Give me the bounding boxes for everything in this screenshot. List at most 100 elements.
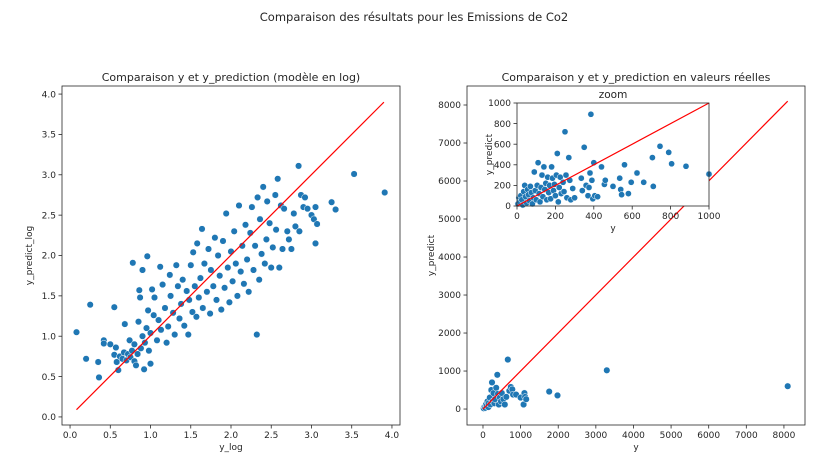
data-point	[241, 221, 250, 229]
data-point	[121, 320, 129, 328]
data-point	[649, 183, 657, 190]
x-tick-label: 5000	[660, 431, 683, 441]
data-point	[530, 168, 538, 176]
data-point	[586, 169, 594, 177]
y-tick-label: 2000	[438, 329, 461, 339]
data-point	[221, 284, 229, 292]
data-point	[283, 227, 291, 235]
data-point	[274, 175, 282, 183]
data-point	[534, 159, 542, 167]
y-tick-label: 0	[505, 202, 511, 212]
data-point	[258, 250, 266, 258]
y-axis-label: y_predict_log	[25, 226, 35, 286]
data-point	[214, 251, 222, 260]
data-point	[261, 260, 269, 268]
data-point	[143, 252, 151, 260]
y-tick-label: 8000	[438, 101, 461, 111]
data-point	[303, 205, 312, 213]
data-point	[114, 366, 122, 374]
data-point	[328, 198, 336, 206]
data-point	[588, 176, 596, 184]
data-point	[562, 171, 570, 179]
data-point	[245, 288, 253, 296]
data-point	[548, 163, 555, 171]
data-point	[198, 225, 206, 233]
data-point	[229, 277, 237, 285]
data-point	[212, 296, 221, 304]
suptitle: Comparaison des résultats pour les Emiss…	[260, 10, 568, 24]
y-axis-label: y_predict	[427, 234, 437, 276]
axes-title: zoom	[599, 89, 628, 101]
data-point	[243, 255, 251, 264]
data-point	[381, 188, 389, 197]
data-point	[163, 339, 171, 347]
data-point	[225, 298, 233, 306]
x-tick-label: 4000	[622, 431, 645, 441]
data-point	[167, 292, 175, 300]
data-point	[547, 195, 554, 203]
data-point	[189, 248, 197, 256]
data-point	[295, 162, 303, 170]
data-point	[191, 282, 199, 290]
data-point	[106, 340, 114, 348]
x-tick-label: 6000	[697, 431, 720, 441]
data-point	[256, 215, 264, 223]
data-point	[248, 203, 256, 211]
data-point	[556, 173, 564, 181]
data-point	[136, 293, 144, 302]
data-point	[538, 171, 546, 179]
data-point	[290, 209, 298, 218]
y-tick-label: 2.0	[42, 252, 57, 262]
data-point	[192, 313, 200, 321]
y-tick-label: 3000	[438, 291, 461, 301]
data-point	[157, 326, 165, 334]
data-point	[135, 286, 143, 294]
y-tick-label: 4000	[438, 253, 461, 263]
data-point	[195, 293, 203, 302]
x-tick-label: 800	[662, 212, 679, 222]
y-tick-label: 600	[494, 140, 511, 150]
data-point	[153, 336, 161, 344]
data-point	[175, 314, 184, 323]
data-point	[134, 350, 142, 358]
y-tick-label: 1.5	[42, 292, 56, 302]
x-tick-label: 3000	[584, 431, 607, 441]
data-point	[150, 293, 159, 302]
identity-line	[516, 102, 710, 207]
data-point	[625, 190, 632, 197]
data-point	[603, 366, 611, 374]
data-point	[784, 382, 792, 390]
data-point	[262, 235, 270, 243]
data-point	[86, 301, 94, 309]
zoom-inset-axes: 0 200 400 600 800 1000 0 200 400 600 800 1000 zoom y y…	[485, 89, 721, 234]
axes-title: Comparaison y et y_prediction en valeurs…	[502, 71, 771, 84]
y-tick-label: 800	[494, 120, 511, 130]
data-point	[285, 235, 293, 243]
data-point	[95, 373, 103, 381]
data-point	[148, 285, 156, 293]
x-tick-label: 2.5	[264, 431, 278, 441]
data-point	[251, 242, 259, 250]
data-point	[271, 191, 279, 199]
data-point	[488, 378, 496, 386]
data-point	[553, 150, 561, 157]
y-tick-label: 0	[455, 405, 461, 415]
data-point	[126, 336, 134, 344]
data-point	[552, 192, 559, 200]
data-point	[280, 205, 288, 213]
data-point	[577, 174, 585, 182]
data-point	[233, 292, 241, 300]
data-point	[313, 220, 321, 228]
data-point	[166, 271, 174, 279]
y-tick-label: 0.0	[42, 413, 57, 423]
data-point	[134, 318, 143, 326]
y-tick-label: 1000	[488, 99, 511, 109]
y-tick-label: 5000	[438, 215, 461, 225]
x-tick-label: 8000	[772, 431, 795, 441]
data-point	[332, 205, 340, 214]
data-point	[301, 193, 309, 201]
y-tick-label: 1.0	[42, 332, 57, 342]
data-point	[94, 358, 102, 366]
data-point	[141, 339, 149, 347]
